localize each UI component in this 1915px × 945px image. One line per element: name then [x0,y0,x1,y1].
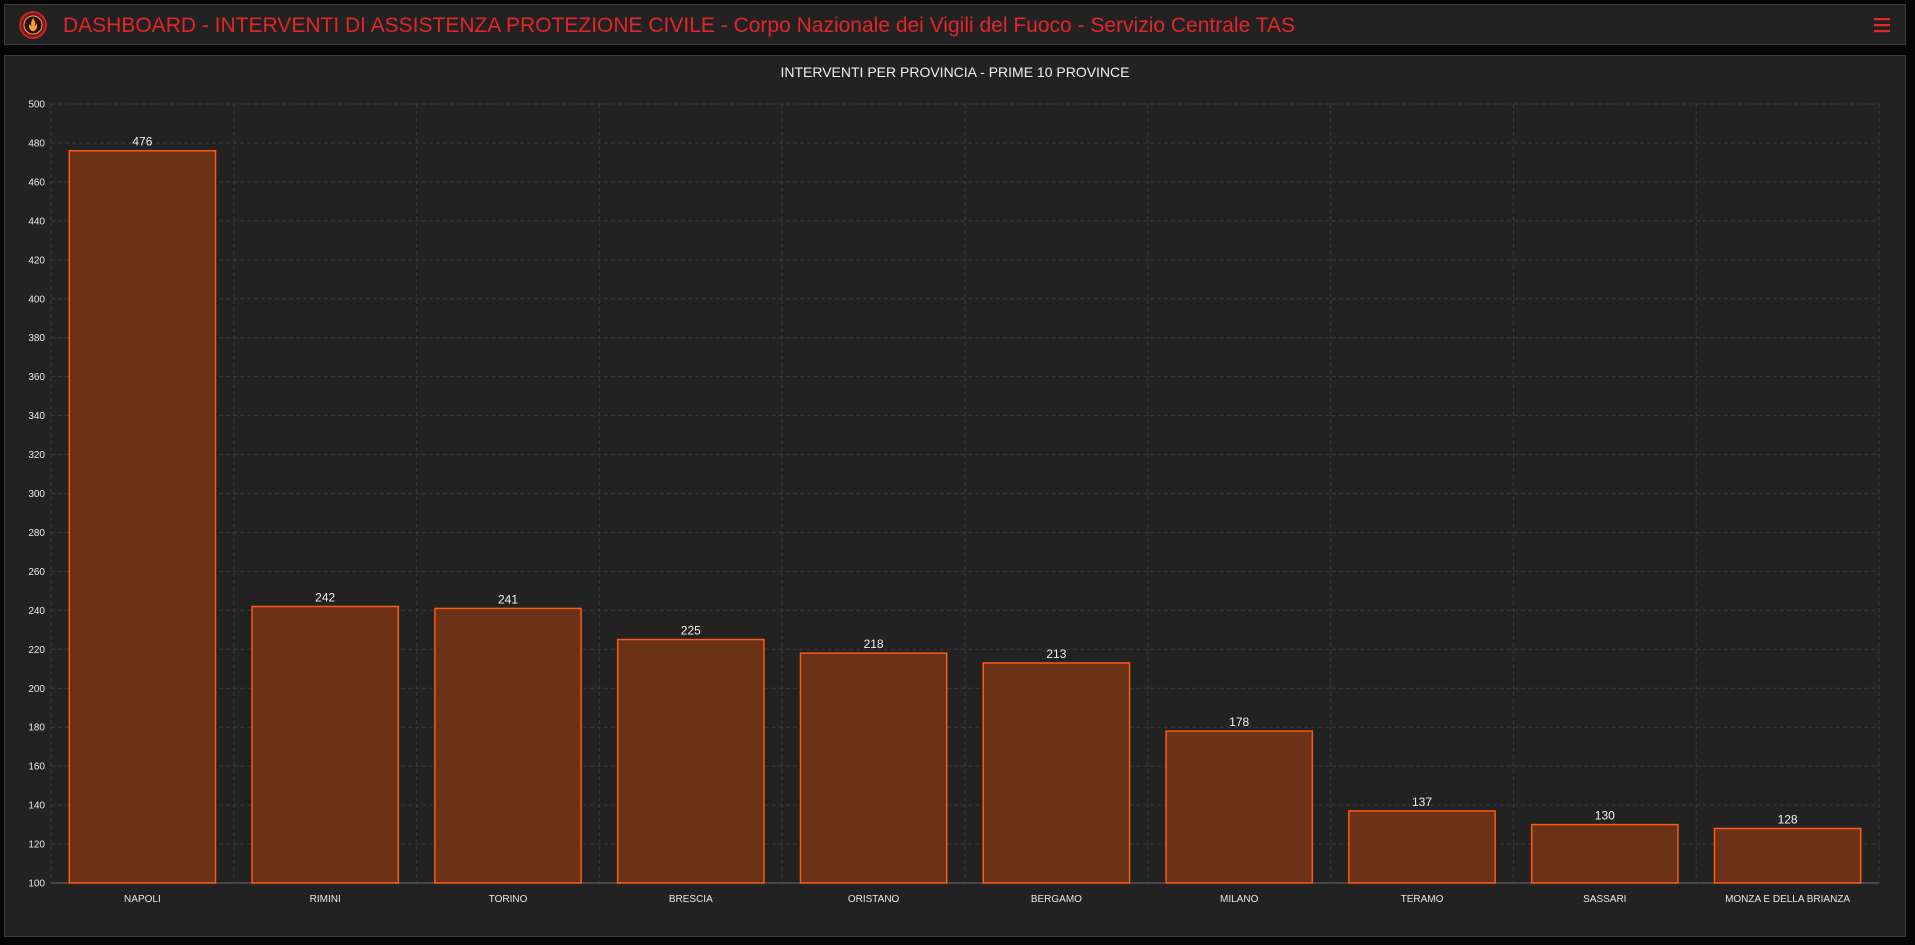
chart-title: INTERVENTI PER PROVINCIA - PRIME 10 PROV… [780,64,1130,80]
dashboard-header: DASHBOARD - INTERVENTI DI ASSISTENZA PRO… [4,4,1906,45]
y-tick-label: 360 [28,372,45,383]
y-tick-label: 260 [28,567,45,578]
bar-oristano[interactable] [799,652,948,884]
y-tick-label: 160 [28,762,45,773]
x-tick-label: SASSARI [1583,894,1626,905]
data-label: 225 [681,624,701,638]
bar-rimini[interactable] [251,605,400,884]
x-tick-label: BERGAMO [1031,894,1082,905]
data-labels: 476 242 241 225 218 213 178 137 130 128 [132,135,1798,827]
fire-brigade-emblem-icon [19,11,47,39]
y-tick-label: 100 [28,879,45,890]
bar-chart: 100 120 140 160 180 200 220 240 260 280 300 320 340 3… [28,100,1880,905]
bar-torino[interactable] [434,607,582,884]
bar-teramo[interactable] [1348,810,1496,884]
data-label: 476 [132,135,152,149]
bar-milano[interactable] [1165,730,1314,884]
y-tick-label: 480 [28,138,45,149]
y-tick-label: 180 [28,723,45,734]
x-tick-label: TERAMO [1401,894,1444,905]
y-tick-label: 400 [28,294,45,305]
data-label: 241 [498,592,518,606]
y-tick-label: 220 [28,645,45,656]
data-label: 213 [1046,647,1066,661]
data-label: 218 [864,637,884,651]
y-tick-label: 280 [28,528,45,539]
y-tick-label: 200 [28,684,45,695]
y-tick-label: 320 [28,450,45,461]
x-tick-label: MILANO [1220,894,1259,905]
y-tick-label: 420 [28,255,45,266]
data-label: 128 [1778,812,1798,826]
x-tick-label: TORINO [489,894,528,905]
x-tick-label: BRESCIA [669,894,713,905]
data-label: 130 [1595,809,1615,823]
x-tick-label: RIMINI [310,894,341,905]
y-tick-label: 120 [28,840,45,851]
chart-panel: INTERVENTI PER PROVINCIA - PRIME 10 PROV… [4,55,1906,937]
bar-monza-e-della-brianza[interactable] [1713,827,1862,884]
y-tick-label: 500 [28,100,45,111]
dashboard-title: DASHBOARD - INTERVENTI DI ASSISTENZA PRO… [63,14,1296,37]
data-label: 178 [1229,715,1249,729]
hamburger-menu-icon[interactable] [1873,16,1891,34]
x-tick-label: NAPOLI [124,894,161,905]
bars [68,149,1862,884]
x-tick-label: ORISTANO [848,894,900,905]
y-axis: 100 120 140 160 180 200 220 240 260 280 300 320 340 3… [28,100,45,890]
x-axis: NAPOLI RIMINI TORINO BRESCIA ORISTANO BERGAMO… [124,894,1850,905]
y-tick-label: 300 [28,489,45,500]
data-label: 242 [315,590,335,604]
data-label: 137 [1412,795,1432,809]
bar-bergamo[interactable] [982,662,1131,884]
y-tick-label: 380 [28,333,45,344]
y-tick-label: 460 [28,177,45,188]
x-tick-label: MONZA E DELLA BRIANZA [1725,894,1850,905]
bar-sassari[interactable] [1530,823,1679,884]
y-tick-label: 340 [28,411,45,422]
bar-napoli[interactable] [68,149,217,884]
y-tick-label: 240 [28,606,45,617]
y-tick-label: 440 [28,216,45,227]
bar-brescia[interactable] [616,638,765,884]
y-tick-label: 140 [28,801,45,812]
